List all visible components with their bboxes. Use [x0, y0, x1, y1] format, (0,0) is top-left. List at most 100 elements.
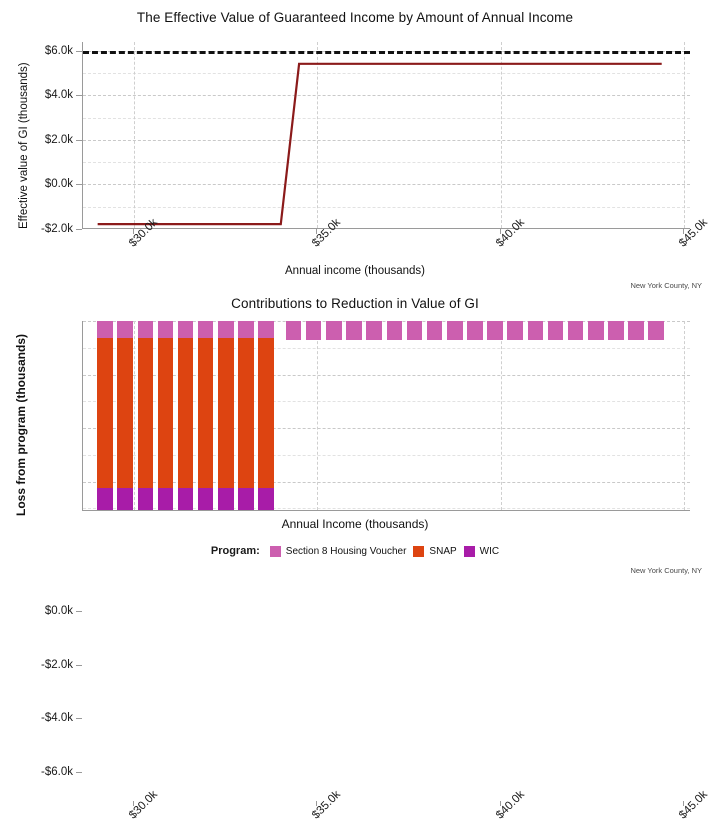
bar-segment — [97, 487, 113, 510]
y-tick — [76, 50, 82, 52]
bar-segment — [608, 321, 624, 341]
y-tick-label: $2.0k — [44, 133, 73, 146]
bar-segment — [507, 321, 523, 341]
top-chart-title: The Effective Value of Guaranteed Income… — [136, 10, 574, 25]
gridline-h — [83, 321, 690, 322]
gridline-h-minor — [83, 73, 690, 75]
gridline-v — [500, 321, 502, 510]
legend-item[interactable]: SNAP — [413, 545, 457, 557]
stacked-bar — [285, 321, 302, 510]
bar-segment — [238, 321, 254, 338]
stacked-bar — [177, 321, 194, 510]
gridline-v — [683, 321, 685, 510]
bar-segment — [177, 337, 194, 488]
bar-segment — [218, 337, 234, 488]
bottom-chart-footnote: New York County, NY — [630, 566, 702, 575]
bar-segment — [305, 321, 322, 341]
bottom-chart-panel: Contributions to Reduction in Value of G… — [0, 290, 710, 821]
bar-segment — [567, 321, 584, 341]
x-tick-label: $40.0k — [493, 788, 527, 822]
top-chart-panel: The Effective Value of Guaranteed Income… — [0, 0, 710, 290]
bar-segment — [137, 321, 153, 338]
stacked-bar — [527, 321, 544, 510]
stacked-bar — [346, 321, 362, 510]
bar-segment — [197, 321, 214, 338]
top-chart-plot-area — [82, 42, 690, 229]
y-tick-label: $0.0k — [44, 178, 73, 191]
gridline-h-minor — [83, 117, 690, 119]
y-tick-label: -$6.0k — [41, 765, 73, 778]
x-tick-label: $35.0k — [310, 788, 344, 822]
legend-item[interactable]: Section 8 Housing Voucher — [269, 545, 407, 557]
gridline-v — [317, 321, 319, 510]
y-tick — [76, 229, 82, 230]
stacked-bar — [507, 321, 523, 510]
stacked-bar — [487, 321, 503, 510]
bar-segment — [648, 321, 664, 341]
gridline-v — [134, 42, 136, 228]
stacked-bar — [258, 321, 274, 510]
gridline-v — [683, 42, 685, 228]
bar-segment — [157, 321, 174, 338]
bar-segment — [218, 487, 234, 510]
y-tick — [76, 184, 82, 186]
gridline-h-minor — [83, 162, 690, 164]
stacked-bar — [218, 321, 234, 510]
bar-segment — [426, 321, 443, 341]
legend-item-label: SNAP — [429, 545, 457, 557]
bar-segment — [137, 487, 153, 510]
legend-item-label: Section 8 Housing Voucher — [285, 545, 407, 557]
bar-segment — [346, 321, 362, 341]
bar-segment — [177, 321, 194, 338]
bar-segment — [97, 321, 113, 338]
gridline-h — [83, 428, 690, 430]
legend-item-label: WIC — [479, 545, 500, 557]
bar-segment — [137, 337, 153, 488]
bar-segment — [258, 321, 274, 338]
gridline-h-minor — [83, 347, 690, 349]
bottom-chart-x-axis-title: Annual Income (thousands) — [281, 517, 429, 531]
legend-item[interactable]: WIC — [463, 545, 500, 557]
stacked-bar — [608, 321, 624, 510]
bar-segment — [97, 337, 113, 488]
x-tick — [499, 229, 501, 234]
gridline-h-minor — [83, 454, 690, 456]
stacked-bar — [386, 321, 403, 510]
stacked-bar — [326, 321, 342, 510]
legend-title: Program: — [210, 545, 260, 557]
stacked-bar — [305, 321, 322, 510]
y-tick-label: $4.0k — [44, 89, 73, 102]
legend-swatch — [463, 545, 475, 557]
x-tick — [316, 229, 318, 234]
bar-segment — [366, 321, 382, 341]
program-legend: Program: Section 8 Housing Voucher SNAP WI… — [0, 545, 710, 557]
stacked-bar — [157, 321, 174, 510]
x-tick-label: $45.0k — [676, 788, 710, 822]
gridline-h — [83, 139, 690, 141]
gi-effective-value-line — [97, 62, 662, 226]
x-tick — [133, 229, 135, 234]
bar-segment — [386, 321, 403, 341]
bar-segment — [157, 337, 174, 488]
stacked-bar — [447, 321, 463, 510]
bar-segment — [628, 321, 644, 341]
stacked-bar — [628, 321, 644, 510]
stacked-bar — [406, 321, 423, 510]
bar-segment — [258, 337, 274, 488]
bar-segment — [197, 337, 214, 488]
legend-swatch — [413, 545, 425, 557]
bar-segment — [588, 321, 604, 341]
bar-segment — [467, 321, 483, 341]
y-tick — [76, 771, 82, 773]
stacked-bar — [97, 321, 113, 510]
y-tick-label: -$2.0k — [41, 223, 73, 235]
stacked-bar — [467, 321, 483, 510]
bottom-chart-title: Contributions to Reduction in Value of G… — [231, 296, 479, 311]
top-chart-x-axis-title: Annual income (thousands) — [285, 265, 425, 277]
bar-segment — [117, 337, 133, 488]
bar-segment — [406, 321, 423, 341]
y-tick — [76, 95, 82, 97]
y-tick-label: -$2.0k — [41, 658, 73, 671]
stacked-bar — [197, 321, 214, 510]
y-tick — [76, 718, 82, 720]
